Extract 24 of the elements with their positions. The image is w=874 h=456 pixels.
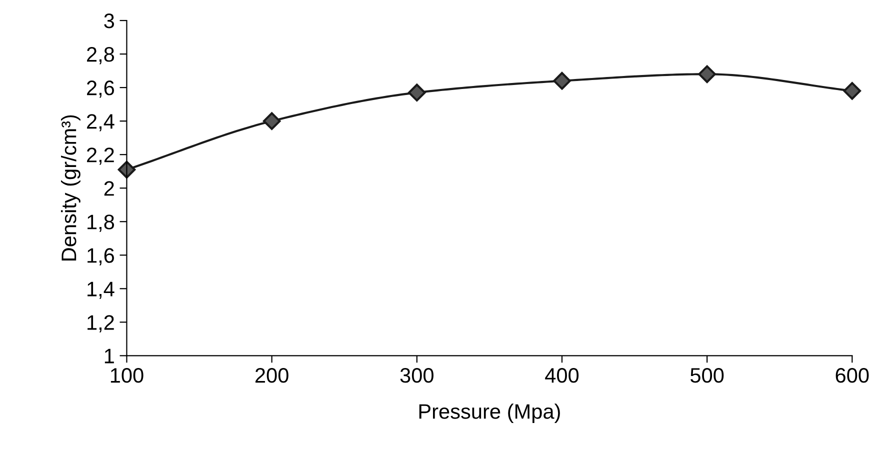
y-tick-label: 2 <box>104 181 114 196</box>
y-tick-label: 2,6 <box>87 80 114 98</box>
y-tick-label: 1,6 <box>88 248 114 266</box>
x-tick-label: 500 <box>690 368 724 383</box>
y-tick-label: 1,4 <box>88 282 114 299</box>
point <box>698 65 716 84</box>
x-tick-label: 200 <box>255 368 288 383</box>
y-tick-label: 1,8 <box>88 214 114 232</box>
point <box>262 112 281 130</box>
y-axis-title: Density (gr/cm³) <box>60 115 80 260</box>
y-tick-label: 2,8 <box>87 47 114 64</box>
x-tick-label: 300 <box>400 368 434 383</box>
x-tick-label: 600 <box>836 368 869 383</box>
point <box>843 82 862 100</box>
point <box>553 72 571 90</box>
x-tick-label: 100 <box>110 368 144 383</box>
y-tick-label: 1,2 <box>88 315 114 332</box>
point <box>408 84 426 102</box>
y-tick-label: 1 <box>104 348 114 364</box>
y-tick-label: 2,4 <box>87 114 114 132</box>
y-tick-label: 3 <box>104 14 114 28</box>
x-tick-label: 400 <box>545 368 579 383</box>
x-axis-title: Pressure (Mpa) <box>419 404 560 423</box>
y-tick-label: 2,2 <box>87 148 114 165</box>
